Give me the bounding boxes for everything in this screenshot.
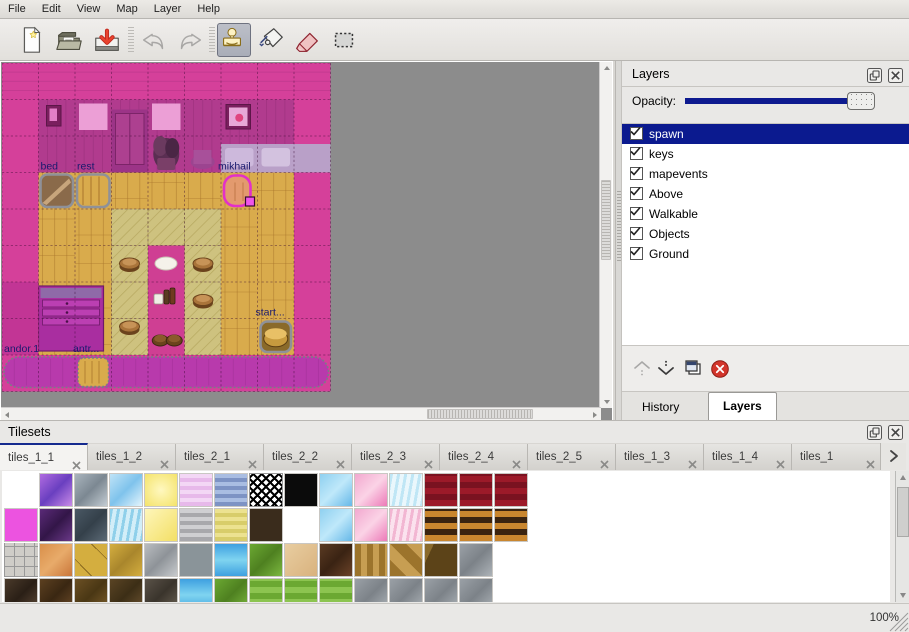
svg-text:antr...: antr... xyxy=(73,343,99,355)
svg-text:bed: bed xyxy=(41,161,59,173)
svg-text:rest: rest xyxy=(77,161,95,173)
svg-text:andor.1: andor.1 xyxy=(4,343,39,355)
svg-text:mikhail: mikhail xyxy=(218,161,251,173)
svg-text:start...: start... xyxy=(256,307,285,319)
